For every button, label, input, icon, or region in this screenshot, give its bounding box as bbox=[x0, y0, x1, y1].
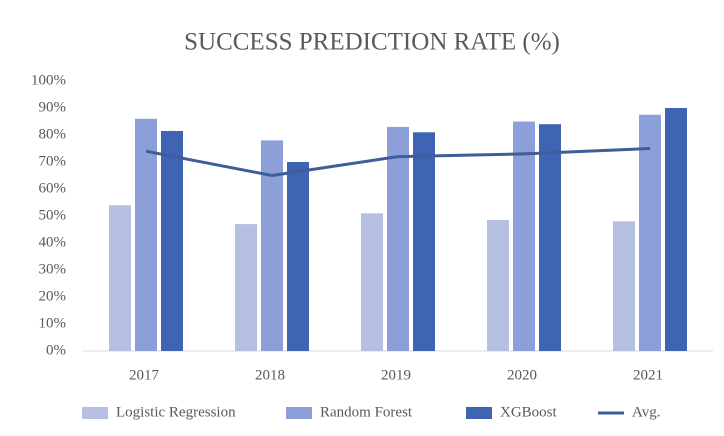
bar bbox=[487, 220, 509, 351]
legend-swatch bbox=[82, 407, 108, 419]
legend-label: Random Forest bbox=[320, 404, 413, 420]
bar bbox=[387, 126, 409, 352]
legend-label: XGBoost bbox=[500, 404, 558, 420]
y-tick-label: 70% bbox=[39, 153, 67, 169]
bar bbox=[639, 114, 661, 351]
bar bbox=[135, 118, 157, 351]
bar bbox=[261, 140, 283, 351]
x-tick-label: 2017 bbox=[129, 367, 160, 383]
legend-label: Avg. bbox=[632, 404, 660, 420]
bar bbox=[665, 108, 687, 351]
y-tick-label: 10% bbox=[39, 315, 67, 331]
bar bbox=[413, 132, 435, 351]
bar bbox=[287, 162, 309, 351]
legend-swatch bbox=[286, 407, 312, 419]
bar bbox=[539, 124, 561, 351]
y-tick-label: 80% bbox=[39, 126, 67, 142]
y-tick-label: 90% bbox=[39, 99, 67, 115]
y-tick-label: 60% bbox=[39, 180, 67, 196]
legend-swatch bbox=[466, 407, 492, 419]
x-tick-label: 2019 bbox=[381, 367, 411, 383]
bar bbox=[235, 224, 257, 351]
bar bbox=[361, 213, 383, 351]
x-tick-label: 2018 bbox=[255, 367, 285, 383]
x-tick-label: 2020 bbox=[507, 367, 537, 383]
legend-label: Logistic Regression bbox=[116, 404, 236, 420]
y-tick-label: 30% bbox=[39, 261, 67, 277]
y-tick-label: 0% bbox=[46, 342, 66, 358]
y-tick-label: 100% bbox=[31, 72, 66, 88]
y-tick-label: 20% bbox=[39, 288, 67, 304]
bar bbox=[613, 221, 635, 351]
y-tick-label: 50% bbox=[39, 207, 67, 223]
x-tick-label: 2021 bbox=[633, 367, 663, 383]
bar bbox=[513, 121, 535, 351]
bar bbox=[161, 130, 183, 351]
y-tick-label: 40% bbox=[39, 234, 67, 250]
avg-line bbox=[145, 147, 651, 177]
bar bbox=[109, 205, 131, 351]
chart-title: SUCCESS PREDICTION RATE (%) bbox=[184, 29, 560, 56]
